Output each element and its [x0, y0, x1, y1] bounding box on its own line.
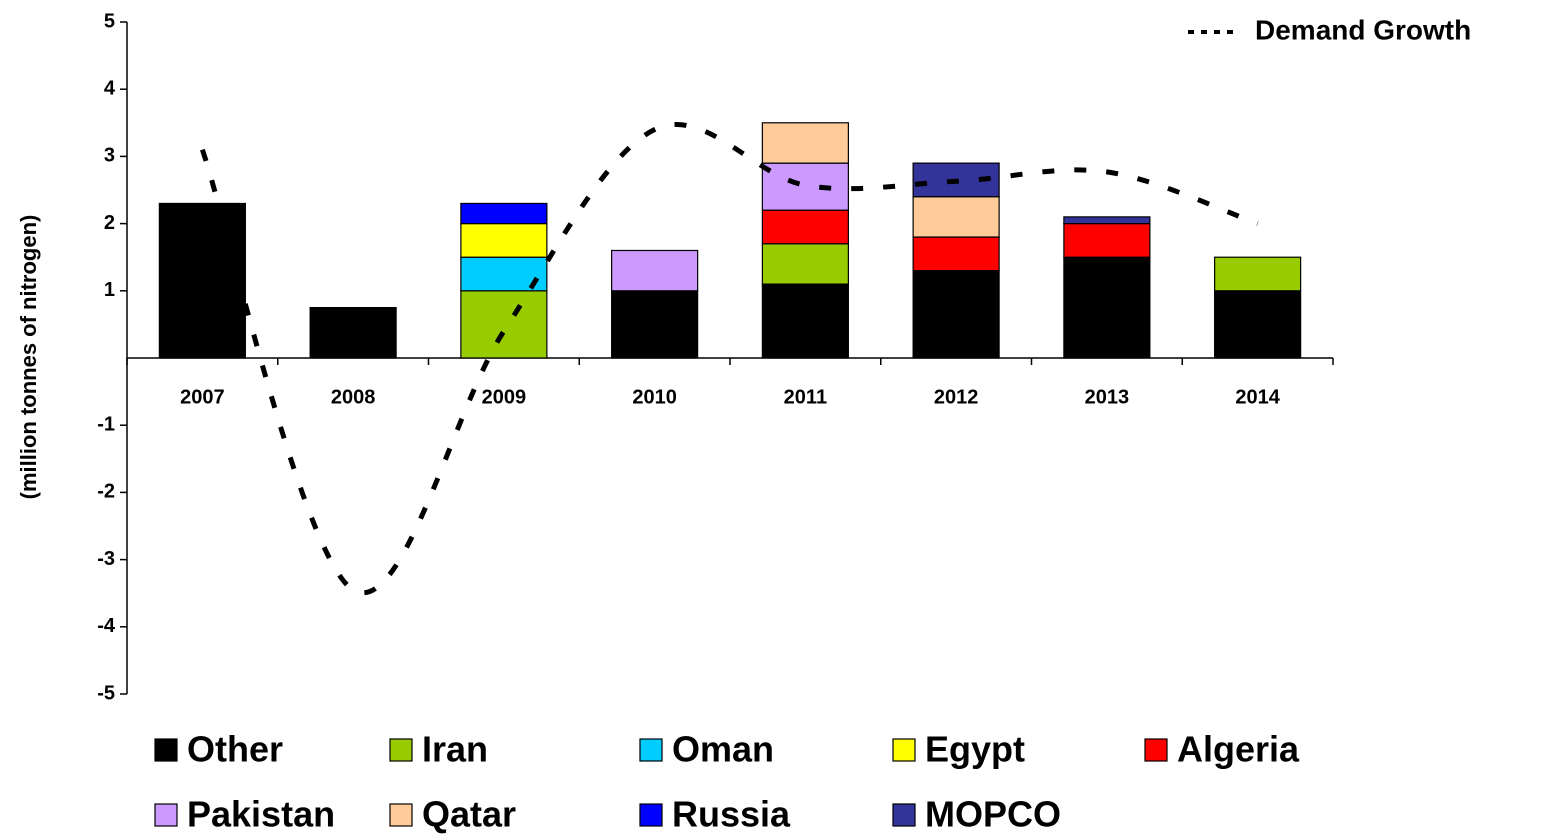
bar-segment	[761, 243, 849, 285]
bar-segment	[1214, 256, 1302, 292]
bar-segment	[912, 196, 1000, 238]
legend-label: Egypt	[925, 729, 1025, 770]
y-tick-label: 1	[104, 279, 115, 301]
legend-label: Algeria	[1177, 729, 1300, 770]
bar-segment	[611, 249, 699, 292]
y-tick-label: 2	[104, 212, 115, 234]
bar-segment	[1063, 256, 1151, 359]
x-tick-label: 2007	[180, 386, 225, 408]
bar-segment	[912, 270, 1000, 359]
legend-swatch	[1144, 738, 1168, 762]
legend-swatch	[639, 738, 663, 762]
legend-swatch	[154, 803, 178, 827]
y-axis-label: (million tonnes of nitrogen)	[16, 215, 41, 500]
legend-label: Russia	[672, 794, 791, 834]
legend-swatch	[892, 738, 916, 762]
y-tick-label: -2	[97, 481, 115, 503]
bar-segment	[1063, 216, 1151, 225]
y-tick-label: 4	[104, 77, 116, 99]
bar-segment	[761, 122, 849, 164]
bar-segment	[1063, 223, 1151, 258]
x-tick-label: 2008	[331, 386, 376, 408]
y-tick-label: -5	[97, 682, 115, 704]
x-tick-label: 2012	[934, 386, 979, 408]
bar-segment	[460, 202, 548, 225]
bar-segment	[460, 290, 548, 359]
y-tick-label: 5	[104, 10, 115, 32]
legend-label: Qatar	[422, 794, 516, 834]
legend-swatch	[389, 803, 413, 827]
bar-segment	[611, 290, 699, 359]
legend-swatch	[154, 738, 178, 762]
legend-label: Other	[187, 729, 283, 770]
bar-segment	[309, 307, 397, 359]
bar-segment	[460, 223, 548, 258]
y-tick-label: -4	[97, 615, 116, 637]
bar-segment	[761, 162, 849, 211]
x-tick-label: 2009	[482, 386, 527, 408]
bar-segment	[1214, 290, 1302, 359]
legend-label: Pakistan	[187, 794, 335, 834]
legend-label: Oman	[672, 729, 774, 770]
x-tick-label: 2010	[632, 386, 677, 408]
x-tick-label: 2011	[784, 386, 827, 408]
bar-segment	[912, 236, 1000, 272]
y-tick-label: 3	[104, 145, 115, 167]
y-tick-label: -1	[97, 413, 115, 435]
legend-swatch	[892, 803, 916, 827]
legend-label: MOPCO	[925, 794, 1061, 834]
legend-label: Demand Growth	[1255, 14, 1471, 45]
x-tick-label: 2014	[1235, 386, 1280, 408]
legend-swatch	[389, 738, 413, 762]
x-tick-label: 2013	[1085, 386, 1130, 408]
legend-swatch	[639, 803, 663, 827]
demand-line	[200, 122, 1259, 596]
bar-segment	[761, 283, 849, 359]
y-tick-label: -3	[97, 548, 115, 570]
bar-segment	[761, 209, 849, 245]
legend-label: Iran	[422, 729, 488, 770]
bar-segment	[158, 202, 246, 359]
